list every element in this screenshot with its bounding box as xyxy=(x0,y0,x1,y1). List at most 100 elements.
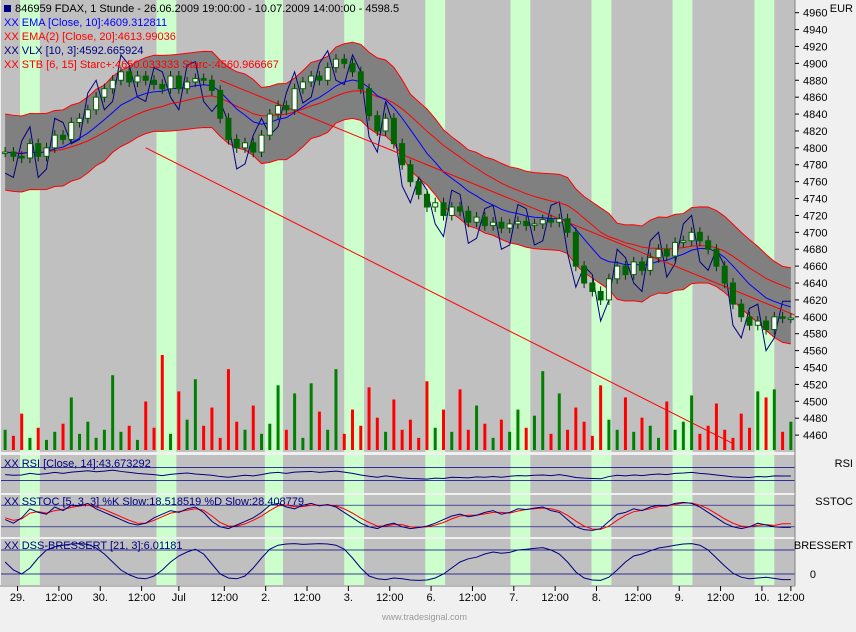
volume-bar[interactable] xyxy=(491,437,495,450)
candle[interactable] xyxy=(498,217,505,234)
volume-bar[interactable] xyxy=(94,437,98,450)
candle[interactable] xyxy=(457,201,464,217)
volume-bar[interactable] xyxy=(202,425,206,450)
candle[interactable] xyxy=(622,261,629,280)
candle[interactable] xyxy=(597,286,604,305)
volume-bar[interactable] xyxy=(127,425,131,450)
rsi-line[interactable] xyxy=(5,469,791,480)
volume-bar[interactable] xyxy=(772,389,776,450)
volume-bar[interactable] xyxy=(36,427,40,450)
volume-bar[interactable] xyxy=(268,423,272,450)
volume-bar[interactable] xyxy=(508,431,512,450)
candle[interactable] xyxy=(225,113,232,145)
candle[interactable] xyxy=(43,142,50,162)
candle[interactable] xyxy=(696,227,703,246)
volume-bar[interactable] xyxy=(574,407,578,450)
volume-bar[interactable] xyxy=(640,417,644,450)
candle[interactable] xyxy=(208,75,215,96)
candle[interactable] xyxy=(366,83,373,121)
volume-bar[interactable] xyxy=(441,409,445,450)
volume-bar[interactable] xyxy=(69,397,73,450)
candle[interactable] xyxy=(448,201,455,221)
candle[interactable] xyxy=(51,130,58,153)
volume-bar[interactable] xyxy=(499,419,503,450)
volume-bar[interactable] xyxy=(359,425,363,450)
candle[interactable] xyxy=(68,117,75,145)
volume-bar[interactable] xyxy=(28,437,32,450)
legend-ema20[interactable]: XX EMA(2) [Close, 20]:4613.99036 xyxy=(4,31,176,43)
volume-bar[interactable] xyxy=(11,435,15,450)
candle[interactable] xyxy=(572,227,579,272)
volume-bar[interactable] xyxy=(309,383,313,450)
candle[interactable] xyxy=(291,83,298,115)
candle[interactable] xyxy=(721,261,728,289)
volume-bar[interactable] xyxy=(260,433,264,450)
volume-bar[interactable] xyxy=(681,421,685,450)
volume-bar[interactable] xyxy=(210,407,214,450)
volume-bar[interactable] xyxy=(731,437,735,450)
volume-bar[interactable] xyxy=(251,405,255,450)
candle[interactable] xyxy=(531,218,538,231)
volume-bar[interactable] xyxy=(690,395,694,450)
volume-bar[interactable] xyxy=(706,425,710,450)
volume-bar[interactable] xyxy=(475,405,479,450)
volume-bar[interactable] xyxy=(673,429,677,450)
candle[interactable] xyxy=(184,76,191,94)
volume-bar[interactable] xyxy=(566,429,570,450)
volume-bar[interactable] xyxy=(590,435,594,450)
volume-bar[interactable] xyxy=(408,419,412,450)
candle[interactable] xyxy=(93,92,100,115)
candle[interactable] xyxy=(440,197,447,221)
candle[interactable] xyxy=(10,147,17,162)
candle[interactable] xyxy=(581,261,588,289)
volume-bar[interactable] xyxy=(714,403,718,450)
candle[interactable] xyxy=(101,83,108,103)
volume-bar[interactable] xyxy=(111,375,115,450)
candle[interactable] xyxy=(688,227,695,246)
volume-bar[interactable] xyxy=(648,425,652,450)
candle[interactable] xyxy=(299,76,306,94)
volume-bar[interactable] xyxy=(243,429,247,450)
volume-bar[interactable] xyxy=(3,429,7,450)
legend-rsi[interactable]: XX RSI [Close, 14]:43.673292 xyxy=(4,458,151,470)
volume-bar[interactable] xyxy=(632,431,636,450)
volume-bar[interactable] xyxy=(433,427,437,450)
volume-bar[interactable] xyxy=(185,419,189,450)
candle[interactable] xyxy=(672,237,679,262)
volume-bar[interactable] xyxy=(177,391,181,450)
volume-bar[interactable] xyxy=(276,385,280,450)
candle[interactable] xyxy=(614,261,621,284)
volume-bar[interactable] xyxy=(549,433,553,450)
volume-bar[interactable] xyxy=(623,397,627,450)
candle[interactable] xyxy=(655,244,662,263)
volume-bar[interactable] xyxy=(102,429,106,450)
candle[interactable] xyxy=(308,70,315,88)
volume-bar[interactable] xyxy=(483,423,487,450)
candle[interactable] xyxy=(523,216,530,231)
volume-bar[interactable] xyxy=(723,429,727,450)
candle[interactable] xyxy=(407,159,414,187)
volume-bar[interactable] xyxy=(657,437,661,450)
volume-bar[interactable] xyxy=(351,409,355,450)
volume-bar[interactable] xyxy=(607,419,611,450)
volume-bar[interactable] xyxy=(53,431,57,450)
candle[interactable] xyxy=(771,311,778,335)
candle[interactable] xyxy=(35,138,42,162)
candle[interactable] xyxy=(539,214,546,229)
volume-bar[interactable] xyxy=(458,389,462,450)
candle[interactable] xyxy=(647,252,654,276)
candle[interactable] xyxy=(117,66,124,86)
volume-bar[interactable] xyxy=(516,409,520,450)
volume-bar[interactable] xyxy=(20,413,24,450)
volume-bar[interactable] xyxy=(44,439,48,450)
candle[interactable] xyxy=(382,113,389,137)
candle[interactable] xyxy=(423,189,430,213)
candle[interactable] xyxy=(200,73,207,86)
candle[interactable] xyxy=(26,138,33,164)
volume-bar[interactable] xyxy=(144,401,148,450)
volume-bar[interactable] xyxy=(160,355,164,450)
volume-bar[interactable] xyxy=(235,421,239,450)
candle[interactable] xyxy=(167,70,174,94)
candle[interactable] xyxy=(76,113,83,128)
